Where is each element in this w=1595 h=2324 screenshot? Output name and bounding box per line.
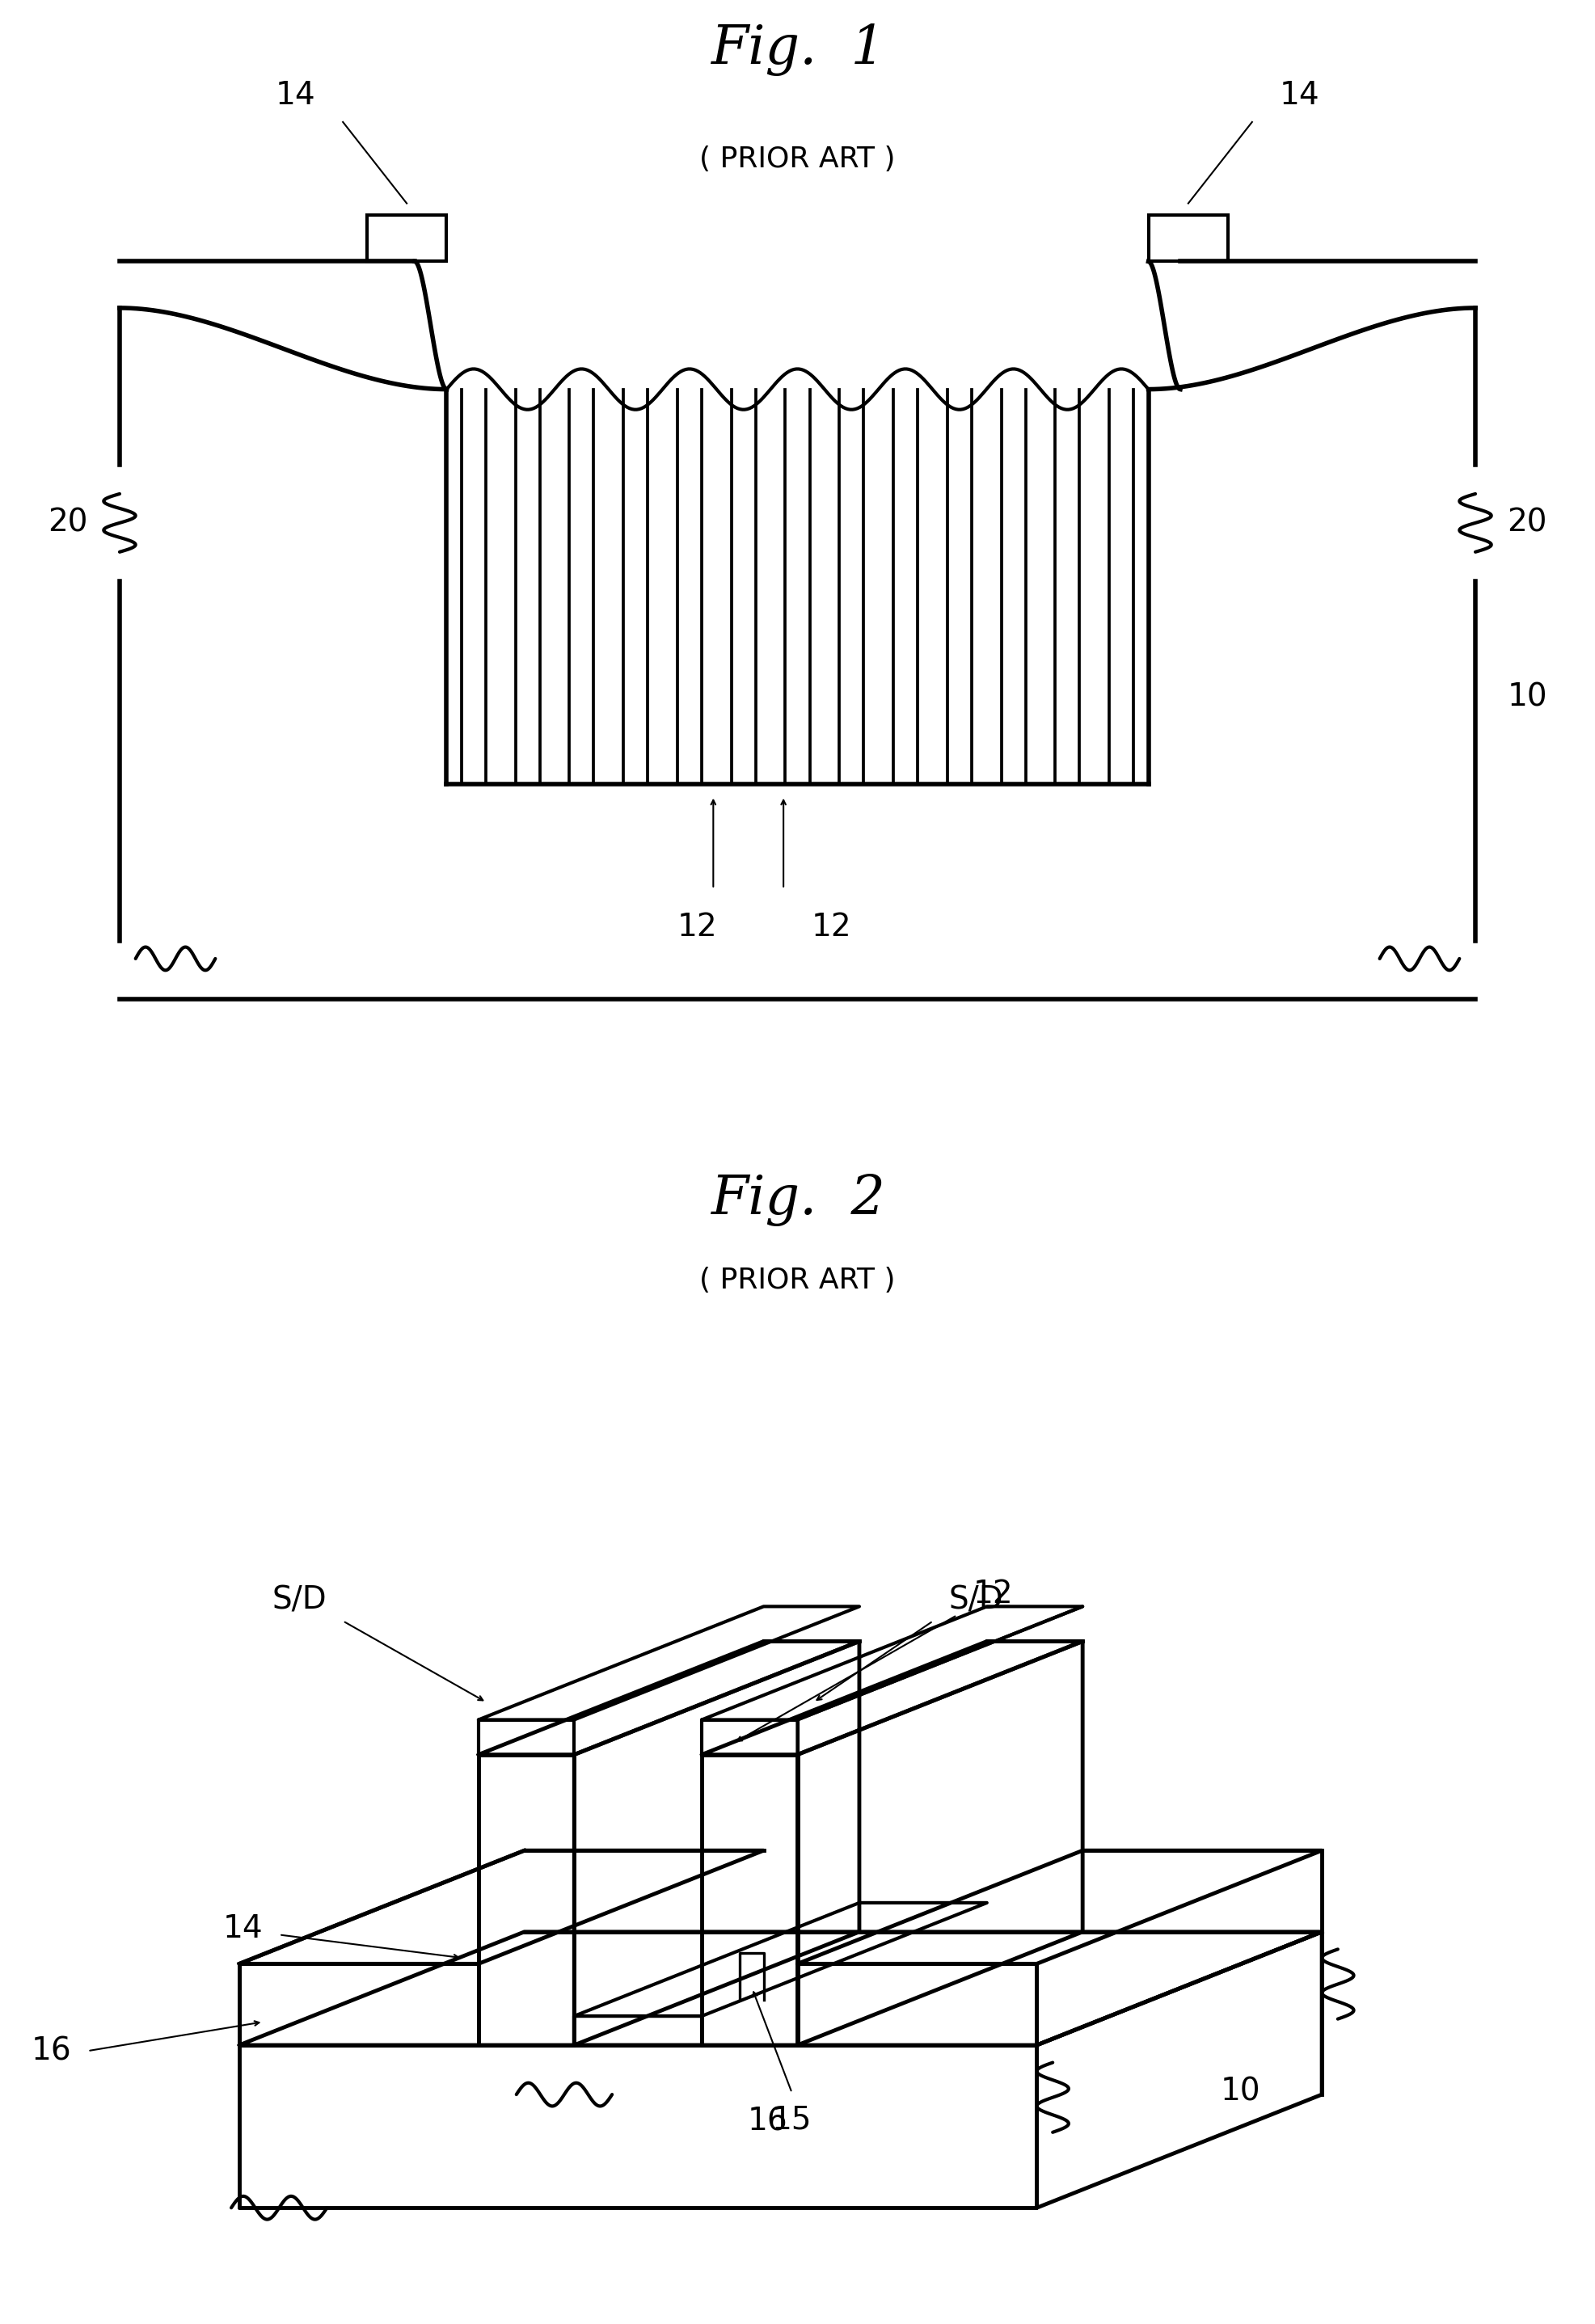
Text: 16: 16 <box>748 2106 788 2136</box>
Text: 14: 14 <box>1279 79 1321 109</box>
Bar <box>367 214 447 260</box>
Text: Fig.  1: Fig. 1 <box>710 23 885 77</box>
Text: 12: 12 <box>973 1578 1013 1608</box>
Text: 10: 10 <box>1220 2075 1260 2108</box>
Text: ( PRIOR ART ): ( PRIOR ART ) <box>700 144 895 172</box>
Text: 14: 14 <box>223 1913 263 1945</box>
Text: S/D: S/D <box>273 1585 327 1615</box>
Text: 12: 12 <box>812 911 852 944</box>
Text: ( PRIOR ART ): ( PRIOR ART ) <box>700 1267 895 1294</box>
Text: 10: 10 <box>1507 681 1547 713</box>
Text: 14: 14 <box>274 79 316 109</box>
Text: 16: 16 <box>32 2036 72 2066</box>
Text: S/D: S/D <box>949 1585 1003 1615</box>
Text: 15: 15 <box>772 2106 812 2136</box>
Text: 20: 20 <box>48 507 88 539</box>
Text: 20: 20 <box>1507 507 1547 539</box>
Text: 12: 12 <box>678 911 718 944</box>
Bar <box>1148 214 1228 260</box>
Text: Fig.  2: Fig. 2 <box>710 1174 885 1227</box>
